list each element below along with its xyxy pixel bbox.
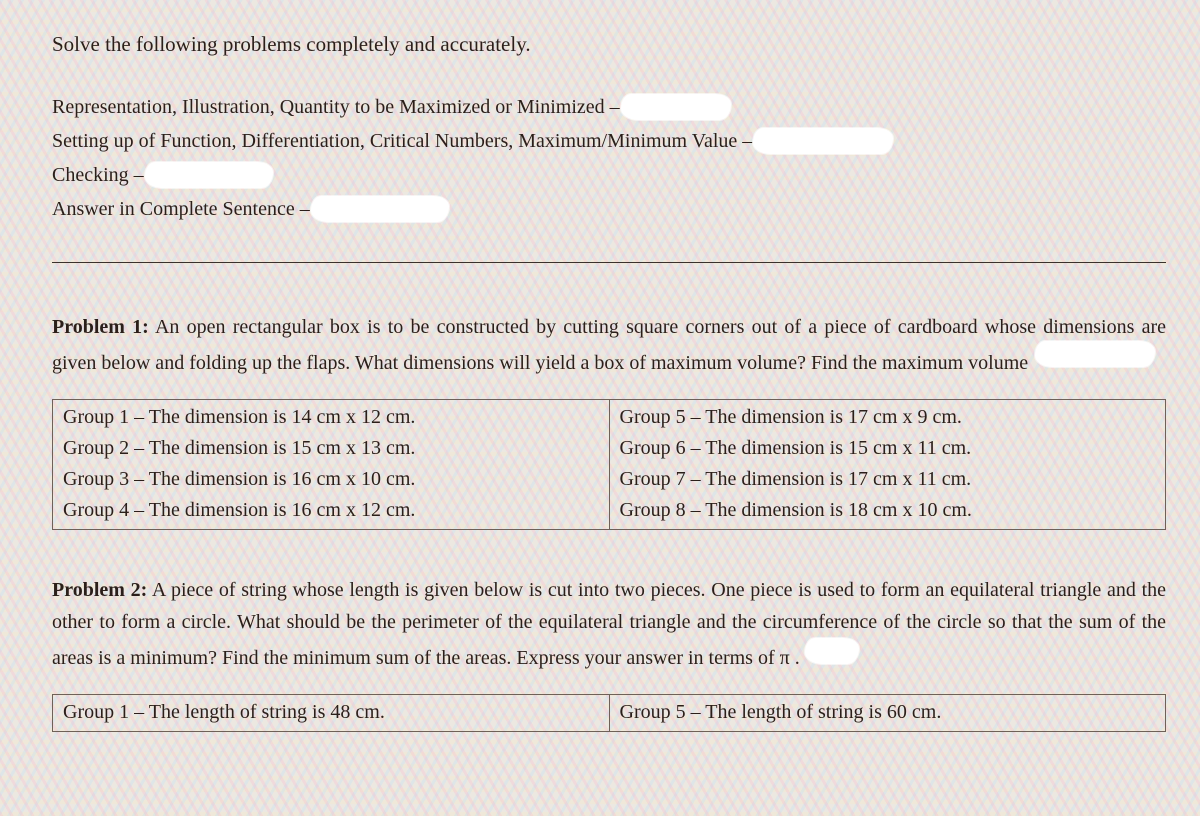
table-row: Group 1 – The length of string is 48 cm.… — [53, 694, 1166, 731]
group-line: Group 3 – The dimension is 16 cm x 10 cm… — [63, 464, 599, 495]
criteria-3-text: Checking – — [52, 158, 144, 192]
problem-2: Problem 2: A piece of string whose lengt… — [52, 574, 1166, 674]
problem-1: Problem 1: An open rectangular box is to… — [52, 311, 1166, 379]
problem-1-label: Problem 1: — [52, 316, 149, 338]
problem-2-table: Group 1 – The length of string is 48 cm.… — [52, 694, 1166, 732]
group-line: Group 1 – The dimension is 14 cm x 12 cm… — [63, 402, 599, 433]
horizontal-rule — [52, 262, 1166, 263]
group-line: Group 6 – The dimension is 15 cm x 11 cm… — [620, 433, 1156, 464]
group-line: Group 2 – The dimension is 15 cm x 13 cm… — [63, 433, 599, 464]
pi-symbol: π — [780, 647, 790, 669]
whiteout-blot — [805, 638, 859, 664]
criteria-line-3: Checking – — [52, 158, 1166, 192]
problem-2-label: Problem 2: — [52, 579, 147, 601]
problem-1-text: An open rectangular box is to be constru… — [52, 316, 1166, 374]
group-line: Group 7 – The dimension is 17 cm x 11 cm… — [620, 464, 1156, 495]
whiteout-blot — [145, 162, 273, 188]
group-line: Group 5 – The dimension is 17 cm x 9 cm. — [620, 402, 1156, 433]
whiteout-blot — [621, 94, 731, 120]
criteria-line-1: Representation, Illustration, Quantity t… — [52, 90, 1166, 124]
problem-2-text: A piece of string whose length is given … — [52, 579, 1166, 669]
group-line: Group 4 – The dimension is 16 cm x 12 cm… — [63, 495, 599, 526]
criteria-4-text: Answer in Complete Sentence – — [52, 192, 310, 226]
problem-2-period: . — [790, 647, 800, 669]
p1-cell-left: Group 1 – The dimension is 14 cm x 12 cm… — [53, 399, 610, 529]
criteria-1-text: Representation, Illustration, Quantity t… — [52, 90, 620, 124]
group-line: Group 8 – The dimension is 18 cm x 10 cm… — [620, 495, 1156, 526]
table-row: Group 1 – The dimension is 14 cm x 12 cm… — [53, 399, 1166, 529]
whiteout-blot — [311, 196, 449, 222]
criteria-line-4: Answer in Complete Sentence – — [52, 192, 1166, 226]
problem-1-table: Group 1 – The dimension is 14 cm x 12 cm… — [52, 399, 1166, 530]
criteria-2-text: Setting up of Function, Differentiation,… — [52, 124, 752, 158]
criteria-block: Representation, Illustration, Quantity t… — [52, 90, 1166, 226]
p2-cell-left: Group 1 – The length of string is 48 cm. — [53, 694, 610, 731]
whiteout-blot — [753, 128, 893, 154]
whiteout-blot — [1035, 341, 1155, 367]
instruction-text: Solve the following problems completely … — [52, 28, 1166, 62]
p1-cell-right: Group 5 – The dimension is 17 cm x 9 cm.… — [609, 399, 1166, 529]
page-content: Solve the following problems completely … — [0, 0, 1200, 732]
p2-cell-right: Group 5 – The length of string is 60 cm. — [609, 694, 1166, 731]
criteria-line-2: Setting up of Function, Differentiation,… — [52, 124, 1166, 158]
